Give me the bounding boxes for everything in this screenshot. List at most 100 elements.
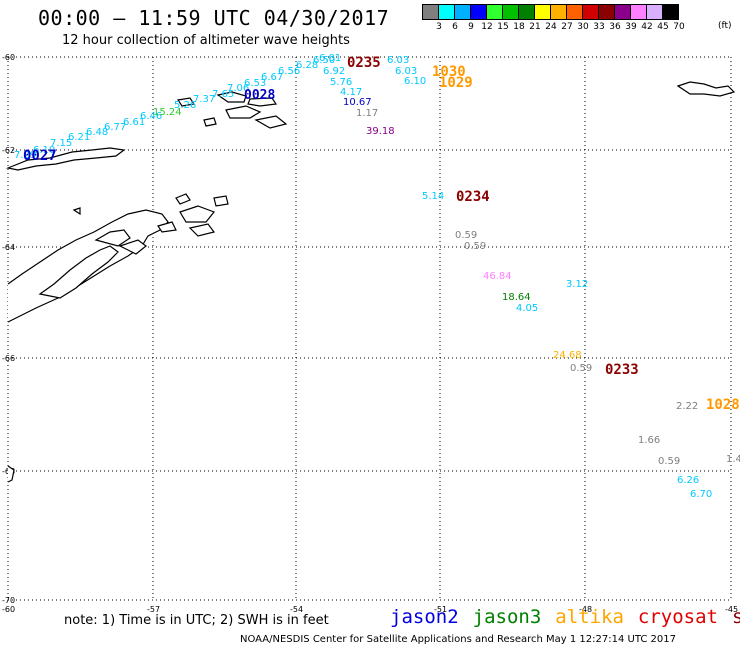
- lon-tick-label: -51: [434, 605, 447, 614]
- pass-time-label: 0027: [23, 148, 57, 164]
- legend-swatches: [422, 4, 679, 20]
- lat-tick-label: -64: [2, 243, 15, 252]
- wave-height-label: 7.15: [50, 138, 72, 149]
- legend-label: 15: [497, 22, 509, 32]
- legend-swatch: [502, 4, 519, 20]
- wave-height-label: 0.59: [455, 230, 477, 241]
- page-subtitle: 12 hour collection of altimeter wave hei…: [62, 33, 350, 48]
- mission-name: s3a: [732, 606, 740, 628]
- wave-height-label: 3.12: [566, 279, 588, 290]
- wave-height-label: 6.92: [323, 66, 345, 77]
- wave-height-label: 0.59: [570, 363, 592, 374]
- wave-height-label: 2.22: [676, 401, 698, 412]
- legend-label: 9: [468, 22, 474, 32]
- wave-height-label: 46.84: [483, 271, 512, 282]
- legend-label: 12: [481, 22, 493, 32]
- legend-swatch: [518, 4, 535, 20]
- legend-label: 30: [577, 22, 589, 32]
- legend-swatch: [630, 4, 647, 20]
- wave-height-label: 6.21: [68, 132, 90, 143]
- wave-height-label: 5.26: [174, 100, 196, 111]
- mission-name: jason2: [390, 606, 459, 628]
- legend-swatch: [582, 4, 599, 20]
- mission-legend: jason2 jason3 altika cryosat s3a: [390, 606, 740, 628]
- wave-height-label: 6.50: [313, 55, 335, 66]
- observation-labels: 7.296.107.156.216.486.776.616.4615.245.2…: [14, 53, 740, 500]
- note-text: note: 1) Time is in UTC; 2) SWH is in fe…: [64, 613, 329, 628]
- legend-label: 36: [609, 22, 621, 32]
- wave-height-label: 6.01: [319, 53, 341, 64]
- pass-time-label: 1029: [439, 75, 473, 91]
- wave-height-label: 4.05: [516, 303, 538, 314]
- legend-swatch: [470, 4, 487, 20]
- wave-height-label: 24.68: [553, 350, 582, 361]
- pass-time-label: 0235: [347, 55, 381, 71]
- wave-height-label: 6.03: [395, 66, 417, 77]
- pass-time-label: 0028: [244, 88, 275, 103]
- wave-height-label: 6.10: [404, 76, 426, 87]
- wave-height-label: 6.26: [677, 475, 699, 486]
- page-title: 00:00 – 11:59 UTC 04/30/2017: [38, 6, 390, 30]
- mission-name: altika: [555, 606, 624, 628]
- legend-swatch: [438, 4, 455, 20]
- legend-swatch: [662, 4, 679, 20]
- wave-height-label: 5.14: [422, 191, 444, 202]
- legend-label: 21: [529, 22, 541, 32]
- pass-time-label: 1030: [432, 64, 466, 80]
- pass-time-label: 0234: [456, 189, 490, 205]
- wave-height-label: 1.4: [726, 454, 740, 465]
- legend-label: 45: [657, 22, 669, 32]
- wave-height-label: 6.61: [123, 117, 145, 128]
- wave-height-label: 6.10: [33, 145, 55, 156]
- wave-height-label: 39.18: [366, 126, 395, 137]
- lon-tick-label: -54: [290, 605, 303, 614]
- legend-label: 18: [513, 22, 525, 32]
- wave-height-label: 7.06: [227, 83, 249, 94]
- wave-height-label: 0.59: [464, 241, 486, 252]
- lat-tick-label: -70: [2, 596, 15, 605]
- wave-height-label: 7.65: [212, 89, 234, 100]
- lat-tick-label: -62: [2, 146, 15, 155]
- wave-height-label: 6.46: [140, 111, 162, 122]
- lat-tick-label: -60: [2, 53, 15, 62]
- legend-labels: 3 6 9 12 15 18 21 24 27 30 33 36 39 42 45 70: [422, 20, 685, 34]
- wave-height-label: 6.56: [278, 66, 300, 77]
- footer-credit: NOAA/NESDIS Center for Satellite Applica…: [240, 634, 676, 645]
- grid-lines: [7, 56, 732, 601]
- coastline: [5, 81, 736, 483]
- legend-label: 27: [561, 22, 573, 32]
- wave-height-label: 5.76: [330, 77, 352, 88]
- lon-tick-label: -60: [2, 605, 15, 614]
- legend-label: 70: [673, 22, 685, 32]
- wave-height-label: 1.17: [356, 108, 378, 119]
- wave-height-label: 6.70: [690, 489, 712, 500]
- wave-height-label: 6.53: [244, 78, 266, 89]
- legend-unit: (ft): [718, 21, 732, 31]
- mission-name: cryosat: [637, 606, 718, 628]
- wave-height-label: 6.03: [387, 55, 409, 66]
- legend-swatch: [454, 4, 471, 20]
- wave-height-label: 15.24: [153, 107, 182, 118]
- wave-height-label: 0.59: [658, 456, 680, 467]
- legend-swatch: [534, 4, 551, 20]
- axis-ticks: -60-62-64-66-68-70-60-57-54-51-48-45: [2, 53, 738, 614]
- legend-label: 6: [452, 22, 458, 32]
- color-legend: 3 6 9 12 15 18 21 24 27 30 33 36 39 42 45 70: [422, 4, 685, 34]
- wave-height-label: 10.67: [343, 97, 372, 108]
- legend-swatch: [598, 4, 615, 20]
- legend-swatch: [646, 4, 663, 20]
- wave-height-label: 6.67: [261, 72, 283, 83]
- legend-swatch: [550, 4, 567, 20]
- pass-time-label: 1028: [706, 397, 740, 413]
- mission-name: jason3: [472, 606, 542, 628]
- wave-height-label: 1.66: [638, 435, 660, 446]
- legend-swatch: [422, 4, 439, 20]
- legend-swatch: [614, 4, 631, 20]
- lon-tick-label: -45: [725, 605, 738, 614]
- lon-tick-label: -57: [147, 605, 160, 614]
- wave-height-label: 7.29: [14, 150, 36, 161]
- wave-height-label: 7.37: [193, 94, 215, 105]
- legend-label: 3: [436, 22, 442, 32]
- legend-label: 42: [641, 22, 653, 32]
